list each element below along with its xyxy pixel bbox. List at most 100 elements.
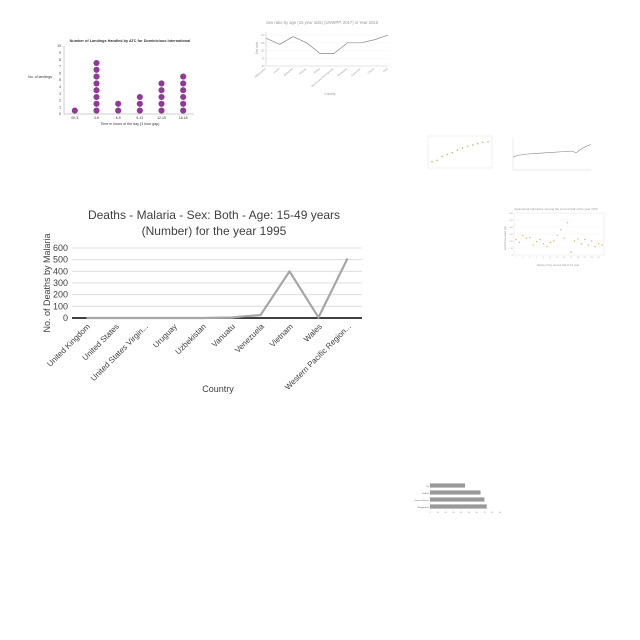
data-point	[539, 238, 541, 241]
y-tick-label: Bangladesh	[417, 507, 429, 509]
y-tick-label: 90	[262, 65, 265, 68]
data-dot	[136, 93, 143, 101]
data-point	[522, 234, 524, 237]
data-point	[594, 245, 596, 248]
x-axis-label: Weeks of the second half of the year	[537, 263, 579, 267]
x-tick-label: 13	[556, 257, 559, 259]
x-tick-label: 70	[483, 512, 486, 514]
data-point	[560, 229, 562, 231]
chart-title-line-2: (Number) for the year 1995	[142, 224, 287, 238]
y-axis-label: Agricultural output (kg)	[504, 226, 507, 250]
data-point	[601, 244, 603, 246]
data-point	[529, 236, 531, 239]
data-dot	[158, 93, 165, 101]
y-tick-label: 300	[509, 213, 513, 215]
x-axis-label: Country	[202, 384, 234, 394]
x-tick-label: 23	[590, 257, 593, 259]
y-tick-label: 0	[63, 313, 68, 323]
x-tick-label: 3	[522, 257, 524, 259]
y-tick-label: 9	[59, 51, 61, 55]
x-tick-label: 3-6	[94, 116, 99, 120]
x-tick-label: Venezuela	[233, 322, 266, 355]
data-dot	[136, 100, 143, 107]
x-tick-label: Bosnia and Herzegovina	[310, 66, 335, 88]
small-line-chart	[505, 130, 595, 178]
data-dot	[93, 107, 100, 114]
data-point	[487, 140, 489, 143]
y-tick-label: 100	[53, 301, 68, 311]
agricultural-chart-svg: Agricultural Indicators: Among the secon…	[504, 207, 605, 267]
data-dot	[115, 100, 122, 107]
chart-title-line-1: Deaths - Malaria - Sex: Both - Age: 15-4…	[88, 208, 340, 222]
data-dot	[93, 100, 100, 107]
data-point	[580, 243, 583, 245]
x-tick-label: 80	[491, 512, 494, 514]
y-tick-label: 3	[59, 92, 61, 96]
data-point	[456, 149, 459, 151]
x-tick-label: 5	[529, 257, 531, 259]
y-tick-label: 7	[59, 65, 61, 69]
y-tick-label: 5	[59, 78, 61, 82]
data-dot	[93, 66, 100, 73]
data-dot	[180, 93, 187, 101]
landings-chart-svg: Number of Landings Handled by ATC for Do…	[28, 39, 194, 126]
x-tick-label: 15	[563, 257, 566, 259]
x-tick-label: Aruba	[272, 66, 280, 74]
data-dot	[158, 80, 165, 87]
y-axis-label: No. of landings	[28, 75, 52, 79]
small-line-chart-svg	[512, 138, 592, 171]
y-tick-label: 50	[511, 248, 514, 250]
data-point	[590, 240, 593, 242]
y-axis-label: Sex ratio	[255, 41, 259, 54]
x-tick-label: 30	[452, 512, 455, 514]
data-point	[532, 244, 534, 246]
horizontal-bar-chart: Fiji Kiribati Guinea-Bissau Bangladesh 0 10 20…	[410, 478, 505, 518]
plot-frame	[427, 135, 493, 169]
y-tick-label: 600	[53, 243, 68, 253]
y-tick-label: 100	[509, 241, 513, 243]
data-point	[570, 251, 572, 253]
data-dot	[115, 107, 122, 114]
data-point	[436, 159, 438, 162]
y-tick-label: Guinea-Bissau	[415, 500, 430, 502]
y-tick-label: 8	[59, 58, 61, 62]
data-point	[518, 241, 521, 244]
x-tick-label: Wales	[302, 322, 324, 344]
data-dot	[93, 59, 100, 67]
x-tick-label: Ghana	[367, 66, 376, 74]
data-point	[446, 153, 449, 156]
bar	[430, 490, 481, 495]
data-point	[461, 147, 464, 149]
x-tick-label: 90	[499, 512, 502, 514]
data-point	[542, 243, 545, 245]
agricultural-chart: Agricultural Indicators: Among the secon…	[500, 205, 608, 267]
x-tick-label: 9	[543, 257, 545, 259]
x-tick-label: United States Virgin...	[89, 322, 150, 383]
y-tick-label: Kiribati	[422, 492, 429, 495]
data-dot	[158, 100, 165, 107]
x-tick-label: 7	[536, 257, 538, 259]
landings-chart: Number of Landings Handled by ATC for Do…	[28, 30, 198, 130]
chart-title: Agricultural Indicators: Among the secon…	[514, 207, 598, 211]
data-dot	[93, 80, 100, 87]
data-dot	[93, 73, 100, 80]
data-point	[441, 155, 443, 158]
data-point	[546, 245, 548, 248]
y-tick-label: 95	[262, 57, 265, 60]
y-tick-label: 150	[509, 234, 513, 236]
y-axis-label: No. of Deaths by Malaria	[42, 233, 52, 332]
data-point	[515, 238, 517, 241]
x-tick-label: Uzbekistan	[174, 322, 208, 356]
data-dot	[180, 87, 187, 94]
x-tick-label: 40	[460, 512, 463, 514]
chart-title: Sex ratio by age (15 year olds) (UNWPP, …	[266, 20, 379, 25]
data-point	[553, 240, 555, 242]
y-tick-label: 0	[512, 255, 514, 257]
series-line	[86, 258, 349, 320]
y-tick-label: 2	[59, 99, 61, 103]
series-line	[265, 34, 389, 54]
x-tick-label: Bahamas	[283, 66, 295, 77]
data-point	[584, 238, 586, 241]
bar	[430, 483, 465, 488]
y-tick-label: Fiji	[426, 486, 429, 488]
